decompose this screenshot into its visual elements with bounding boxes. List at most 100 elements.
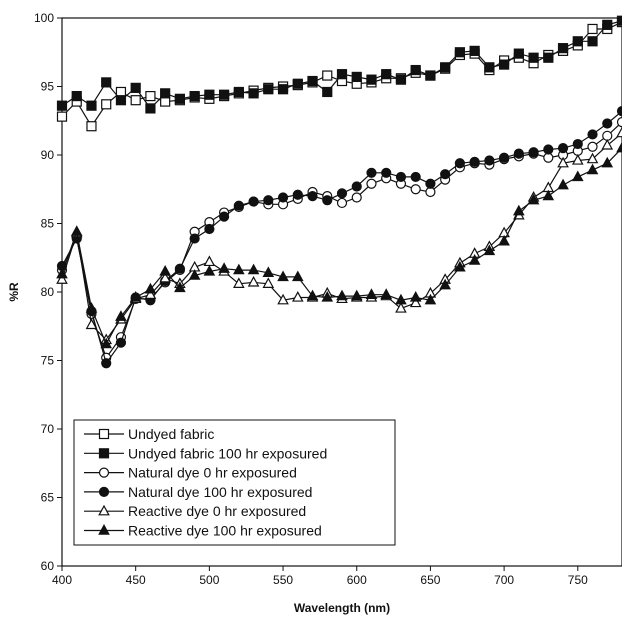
data-point: [601, 138, 614, 150]
data-point: [218, 262, 230, 273]
data-point: [410, 184, 421, 195]
data-point: [571, 170, 584, 182]
data-point: [100, 337, 113, 349]
data-point: [233, 277, 245, 288]
data-point: [189, 233, 200, 244]
legend-marker: [98, 428, 110, 440]
data-point: [291, 270, 304, 282]
data-point: [307, 191, 318, 202]
legend: Undyed fabric Undyed fabric 100 hr exposu…: [73, 419, 396, 546]
data-point: [115, 337, 127, 348]
data-point: [219, 89, 230, 100]
y-tick-label: 65: [41, 491, 55, 505]
data-point: [557, 43, 569, 54]
data-point: [233, 86, 244, 98]
data-point: [586, 152, 599, 164]
data-point: [395, 171, 407, 183]
data-point: [263, 84, 274, 95]
data-point: [322, 86, 333, 98]
data-point: [454, 158, 465, 169]
data-point: [616, 141, 622, 153]
data-point: [263, 195, 274, 206]
legend-marker: [98, 486, 110, 497]
data-point: [189, 90, 200, 102]
legend-label: Natural dye 100 hr exposured: [128, 484, 312, 500]
data-point: [440, 169, 451, 180]
data-point: [233, 263, 245, 275]
data-point: [484, 62, 495, 73]
data-point: [483, 244, 496, 256]
y-axis-label: %R: [7, 282, 21, 302]
data-point: [601, 156, 614, 168]
data-point: [204, 223, 215, 235]
legend-box: [73, 419, 396, 546]
data-point: [336, 289, 348, 301]
data-point: [159, 264, 171, 276]
data-point: [469, 45, 480, 56]
data-point: [410, 171, 421, 183]
data-point: [70, 225, 83, 236]
data-point: [616, 106, 622, 117]
legend-marker: [98, 524, 110, 535]
data-point: [366, 74, 377, 85]
x-tick-label: 700: [494, 573, 514, 587]
data-point: [262, 266, 275, 278]
data-point: [587, 129, 598, 140]
data-point: [572, 138, 583, 150]
legend-items: Undyed fabric Undyed fabric 100 hr exposu…: [84, 426, 327, 539]
legend-label: Undyed fabric 100 hr exposured: [128, 445, 327, 461]
data-point: [454, 47, 465, 58]
y-tick-label: 75: [41, 354, 55, 368]
data-point: [557, 178, 569, 190]
data-point: [174, 93, 185, 104]
data-point: [144, 282, 157, 294]
y-tick-label: 80: [41, 285, 55, 299]
data-point: [322, 195, 333, 206]
data-point: [440, 62, 451, 73]
data-point: [160, 88, 171, 99]
data-point: [248, 196, 259, 207]
data-point: [292, 78, 303, 89]
y-tick-label: 85: [41, 217, 55, 231]
data-point: [513, 48, 524, 59]
legend-item: Natural dye 0 hr exposured: [84, 465, 297, 481]
data-point: [571, 154, 584, 165]
data-point: [130, 82, 141, 93]
data-point: [277, 293, 289, 305]
data-point: [528, 52, 539, 63]
y-tick-label: 90: [41, 148, 55, 162]
legend-marker: [98, 504, 110, 516]
data-point: [159, 271, 171, 283]
x-tick-label: 500: [199, 573, 219, 587]
legend-item: Reactive dye 100 hr exposured: [84, 523, 322, 539]
data-point: [56, 100, 68, 111]
legend-marker: [98, 448, 110, 459]
data-point: [365, 288, 378, 299]
y-tick-label: 60: [41, 559, 55, 573]
x-tick-label: 750: [568, 573, 588, 587]
data-point: [321, 291, 334, 302]
data-point: [350, 289, 363, 301]
legend-label: Undyed fabric: [128, 426, 214, 442]
data-point: [616, 15, 622, 26]
axis-ticks: 60 65 70 75 80 85 90 95 100 400 450 500 550 600 650 700…: [34, 11, 588, 587]
data-point: [395, 74, 407, 85]
data-point: [484, 155, 495, 166]
data-point: [513, 204, 525, 216]
data-point: [130, 95, 141, 106]
data-point: [454, 260, 466, 272]
data-point: [101, 77, 112, 88]
x-tick-label: 400: [52, 573, 72, 587]
data-point: [366, 167, 377, 178]
x-axis-label: Wavelength (nm): [294, 601, 390, 615]
data-point: [513, 148, 524, 159]
data-point: [306, 289, 319, 301]
data-point: [587, 141, 598, 152]
data-point: [174, 281, 186, 293]
x-tick-label: 550: [273, 573, 293, 587]
series-6: [56, 141, 622, 349]
data-point: [115, 310, 127, 321]
data-point: [277, 192, 289, 203]
data-point: [85, 301, 98, 313]
data-point: [101, 99, 112, 110]
